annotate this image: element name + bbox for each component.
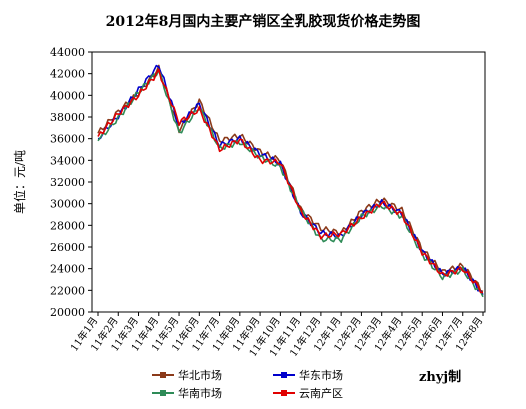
- legend-marker-1: [281, 372, 287, 378]
- y-tick-label: 22000: [50, 284, 85, 297]
- y-tick-label: 32000: [50, 176, 85, 189]
- legend-marker-0: [160, 372, 166, 378]
- y-tick-label: 26000: [50, 241, 85, 254]
- y-tick-label: 40000: [50, 89, 85, 102]
- series-line-3: [97, 68, 484, 294]
- y-axis-label: 单位：元/吨: [12, 150, 27, 214]
- credit-label: zhyj制: [419, 369, 461, 385]
- y-tick-label: 30000: [50, 198, 85, 211]
- legend-marker-3: [281, 390, 287, 396]
- chart-title: 2012年8月国内主要产销区全乳胶现货价格走势图: [106, 13, 421, 30]
- y-tick-label: 44000: [50, 46, 85, 59]
- y-tick-label: 20000: [50, 306, 85, 319]
- y-tick-label: 36000: [50, 133, 85, 146]
- y-tick-label: 42000: [50, 68, 85, 81]
- legend-label-2: 华南市场: [178, 386, 222, 400]
- legend-label-3: 云南产区: [299, 386, 343, 400]
- legend-label-1: 华东市场: [299, 368, 343, 382]
- legend-label-0: 华北市场: [178, 368, 222, 382]
- y-tick-label: 24000: [50, 263, 85, 276]
- y-tick-label: 38000: [50, 111, 85, 124]
- y-tick-label: 34000: [50, 154, 85, 167]
- y-axis: 20000 22000 24000 26000 28000 30000 32000 34000…: [50, 46, 92, 319]
- legend-marker-2: [160, 390, 166, 396]
- x-axis: 11年1月11年2月11年3月11年4月11年5月11年6月11年7月11年8月…: [67, 312, 485, 359]
- series-lines: [97, 64, 484, 298]
- y-tick-label: 28000: [50, 219, 85, 232]
